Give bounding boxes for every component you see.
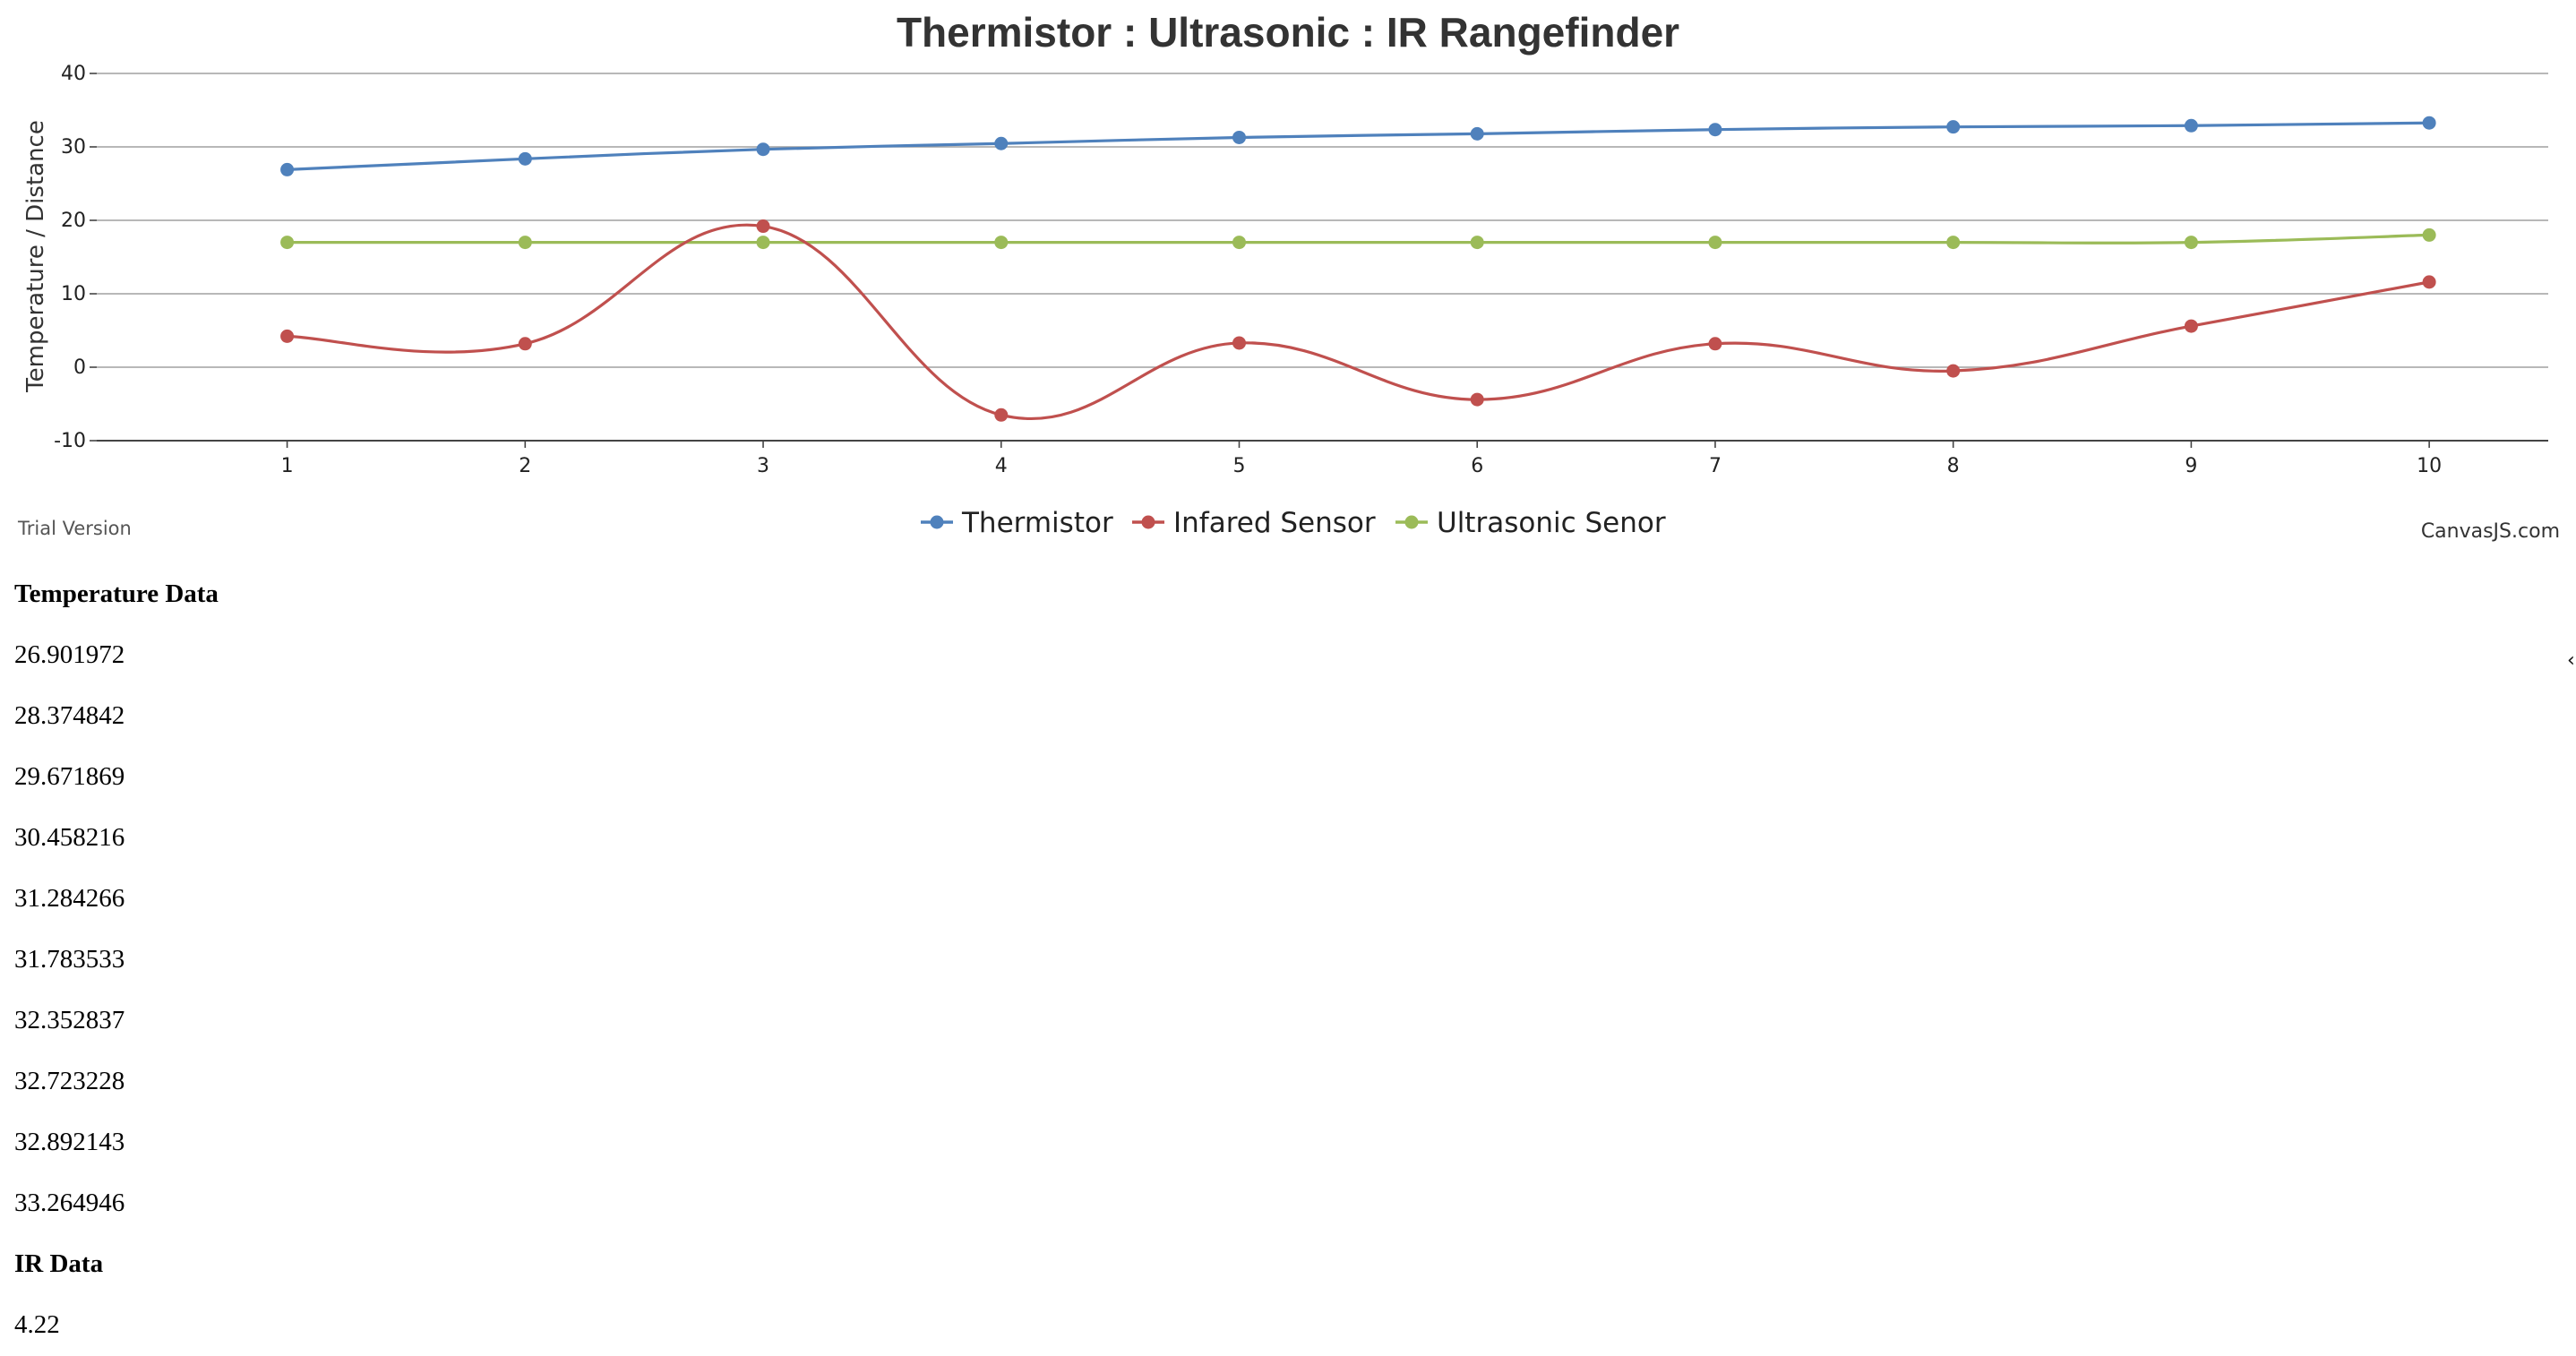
legend-dot-marker <box>930 515 944 529</box>
data-point-thermistor[interactable] <box>1470 126 1484 141</box>
x-tick-label: 6 <box>1471 455 1483 477</box>
data-point-ultrasonic-senor[interactable] <box>1232 236 1246 250</box>
data-point-infared-sensor[interactable] <box>994 408 1009 422</box>
data-point-ultrasonic-senor[interactable] <box>1470 236 1484 250</box>
temperature-value: 31.284266 <box>14 884 125 913</box>
temperature-data-heading: Temperature Data <box>14 579 219 608</box>
legend-item-ultrasonic-senor[interactable]: Ultrasonic Senor <box>1395 507 1666 539</box>
y-tick-label: 20 <box>61 210 86 232</box>
legend-item-thermistor[interactable]: Thermistor <box>921 507 1113 539</box>
y-tick-label: 40 <box>61 63 86 85</box>
data-point-thermistor[interactable] <box>994 136 1009 150</box>
data-point-infared-sensor[interactable] <box>518 337 532 351</box>
data-point-infared-sensor[interactable] <box>2184 319 2198 333</box>
data-point-thermistor[interactable] <box>2184 118 2198 133</box>
series-line-ultrasonic-senor <box>287 233 2430 245</box>
data-point-ultrasonic-senor[interactable] <box>2184 236 2198 250</box>
chart-gridlines <box>97 73 2548 442</box>
ir-value: 4.22 <box>14 1310 60 1339</box>
x-tick-label: 8 <box>1947 455 1960 477</box>
data-point-thermistor[interactable] <box>1708 123 1722 137</box>
y-tick-label: 30 <box>61 136 86 159</box>
chart-legend[interactable]: Thermistor Infared Sensor Ultrasonic Senor <box>921 507 1666 539</box>
data-point-ultrasonic-senor[interactable] <box>1708 236 1722 250</box>
chart-series <box>280 116 2436 422</box>
x-tick-label: 3 <box>757 455 769 477</box>
x-tick-label: 5 <box>1232 455 1245 477</box>
temperature-value-list: 26.901972 28.374842 29.671869 30.458216 31.2… <box>14 632 2558 1225</box>
data-point-ultrasonic-senor[interactable] <box>994 236 1009 250</box>
x-tick-label: 4 <box>995 455 1008 477</box>
data-point-thermistor[interactable] <box>756 142 770 157</box>
temperature-value: 32.892143 <box>14 1128 125 1156</box>
legend-label: Ultrasonic Senor <box>1437 507 1666 539</box>
temperature-value: 31.783533 <box>14 945 125 974</box>
series-line-thermistor <box>287 121 2430 172</box>
trial-version-label: Trial Version <box>17 518 132 539</box>
temperature-value: 29.671869 <box>14 762 125 791</box>
series-line-infared-sensor <box>287 223 2430 421</box>
data-point-ultrasonic-senor[interactable] <box>756 236 770 250</box>
data-point-ultrasonic-senor[interactable] <box>280 236 295 250</box>
x-tick-label: 1 <box>281 455 294 477</box>
data-point-ultrasonic-senor[interactable] <box>518 236 532 250</box>
y-axis: -10 0 10 20 30 40 <box>54 63 97 452</box>
temperature-value: 32.723228 <box>14 1067 125 1095</box>
series-thermistor <box>280 116 2436 176</box>
temperature-value: 26.901972 <box>14 640 125 669</box>
legend-dot-marker <box>1141 515 1155 529</box>
data-point-infared-sensor[interactable] <box>2422 275 2436 289</box>
temperature-value: 33.264946 <box>14 1189 125 1217</box>
line-chart: Thermistor : Ultrasonic : IR Rangefinder… <box>17 9 2560 543</box>
temperature-value: 30.458216 <box>14 823 125 852</box>
legend-dot-marker <box>1404 515 1419 529</box>
legend-item-infared-sensor[interactable]: Infared Sensor <box>1132 507 1376 539</box>
data-point-infared-sensor[interactable] <box>1708 337 1722 351</box>
canvasjs-credit-link[interactable]: CanvasJS.com <box>2421 520 2560 543</box>
data-point-thermistor[interactable] <box>280 162 295 176</box>
y-axis-title: Temperature / Distance <box>22 120 49 393</box>
data-point-thermistor[interactable] <box>1232 130 1246 144</box>
y-tick-label: 10 <box>61 283 86 305</box>
legend-label: Infared Sensor <box>1173 507 1376 539</box>
x-tick-label: 10 <box>2417 455 2442 477</box>
x-tick-label: 9 <box>2185 455 2197 477</box>
data-point-infared-sensor[interactable] <box>756 219 770 234</box>
x-axis: 1 2 3 4 5 6 7 8 9 10 <box>281 441 2442 477</box>
temperature-value: 28.374842 <box>14 701 125 730</box>
data-point-infared-sensor[interactable] <box>280 329 295 343</box>
legend-label: Thermistor <box>961 507 1113 539</box>
ir-data-heading: IR Data <box>14 1249 104 1278</box>
y-tick-label: 0 <box>73 356 86 379</box>
data-point-thermistor[interactable] <box>2422 116 2436 130</box>
data-section: Temperature Data 26.901972 28.374842 29.67… <box>14 555 2558 1347</box>
data-point-thermistor[interactable] <box>518 151 532 166</box>
resize-handle-icon[interactable]: ‹ <box>2567 649 2575 672</box>
series-infared-sensor <box>280 219 2436 422</box>
x-tick-label: 7 <box>1709 455 1722 477</box>
chart-container: Thermistor : Ultrasonic : IR Rangefinder… <box>0 0 2576 555</box>
data-point-infared-sensor[interactable] <box>1470 392 1484 407</box>
ir-value-list: 4.22 <box>14 1302 2558 1347</box>
x-tick-label: 2 <box>519 455 531 477</box>
data-point-ultrasonic-senor[interactable] <box>2422 227 2436 242</box>
y-tick-label: -10 <box>54 430 86 452</box>
temperature-value: 32.352837 <box>14 1006 125 1034</box>
series-ultrasonic-senor <box>280 227 2436 250</box>
data-point-ultrasonic-senor[interactable] <box>1946 236 1961 250</box>
chart-title: Thermistor : Ultrasonic : IR Rangefinder <box>897 9 1679 56</box>
data-point-thermistor[interactable] <box>1946 120 1961 134</box>
data-point-infared-sensor[interactable] <box>1232 336 1246 350</box>
data-point-infared-sensor[interactable] <box>1946 364 1961 378</box>
